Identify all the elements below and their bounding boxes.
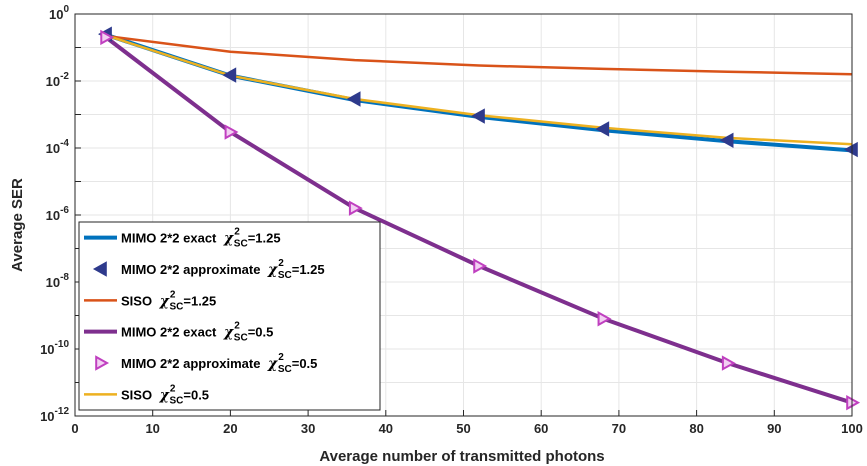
legend-entry: SISO χ2 SC=0.5 xyxy=(84,383,209,406)
y-tick-label: 100 xyxy=(49,4,69,22)
series-marker xyxy=(470,108,485,124)
legend-entry: MIMO 2*2 approximate χ2 SC=0.5 xyxy=(95,352,317,375)
x-tick-label: 10 xyxy=(145,421,159,436)
series-marker xyxy=(100,29,115,46)
legend-marker xyxy=(92,261,107,277)
legend-label: MIMO 2*2 exact χ2 SC=1.25 xyxy=(121,227,281,250)
series-4 xyxy=(100,29,861,411)
series-layer xyxy=(98,26,861,411)
legend-entry: MIMO 2*2 approximate χ2 SC=1.25 xyxy=(92,258,325,281)
x-tick-label: 20 xyxy=(223,421,237,436)
series-line xyxy=(105,32,853,153)
y-tick-label: 10-10 xyxy=(40,339,69,357)
series-0 xyxy=(105,32,853,153)
series-5 xyxy=(105,34,853,146)
legend-entry: MIMO 2*2 exact χ2 SC=0.5 xyxy=(84,321,273,344)
series-marker xyxy=(597,311,612,327)
legend-marker xyxy=(95,355,110,371)
legend: MIMO 2*2 exact χ2 SC=1.25 MIMO 2*2 approxi… xyxy=(78,221,381,411)
series-marker xyxy=(224,124,239,140)
series-line xyxy=(105,34,853,146)
series-marker xyxy=(719,132,734,148)
y-axis-label: Average SER xyxy=(9,178,26,272)
series-2 xyxy=(105,34,853,76)
x-axis-label: Average number of transmitted photons xyxy=(319,448,604,465)
y-tick-label: 10-2 xyxy=(46,71,70,89)
x-tick-label: 70 xyxy=(612,421,626,436)
legend-label: MIMO 2*2 exact χ2 SC=0.5 xyxy=(121,321,273,344)
series-line xyxy=(105,34,853,76)
y-tick-label: 10-6 xyxy=(46,205,70,223)
legend-box xyxy=(78,221,381,411)
x-tick-label: 90 xyxy=(767,421,781,436)
x-tick-label: 60 xyxy=(534,421,548,436)
x-tick-label: 30 xyxy=(301,421,315,436)
y-tick-label: 10-4 xyxy=(46,138,70,156)
ticks: 0 10 20 30 40 50 60 70 80 90 100 100 10-2 10-4 10-6 10-… xyxy=(40,4,863,436)
x-tick-label: 40 xyxy=(379,421,393,436)
y-tick-label: 10-12 xyxy=(40,406,69,424)
series-marker xyxy=(721,355,736,371)
series-marker xyxy=(473,258,488,274)
legend-label: MIMO 2*2 approximate χ2 SC=1.25 xyxy=(121,258,325,281)
legend-label: MIMO 2*2 approximate χ2 SC=0.5 xyxy=(121,352,317,375)
series-marker xyxy=(348,200,363,216)
series-marker xyxy=(843,141,858,158)
series-marker xyxy=(346,91,361,107)
x-tick-label: 50 xyxy=(456,421,470,436)
x-tick-label: 0 xyxy=(71,421,78,436)
series-marker xyxy=(595,121,610,137)
legend-label: SISO χ2 SC=0.5 xyxy=(121,383,209,406)
legend-entry: SISO χ2 SC=1.25 xyxy=(84,289,216,312)
legend-label: SISO χ2 SC=1.25 xyxy=(121,289,216,312)
series-marker xyxy=(222,67,237,83)
y-tick-label: 10-8 xyxy=(46,272,70,290)
x-tick-label: 100 xyxy=(841,421,863,436)
series-marker xyxy=(846,394,861,411)
legend-entry: MIMO 2*2 exact χ2 SC=1.25 xyxy=(84,227,281,250)
x-tick-label: 80 xyxy=(689,421,703,436)
